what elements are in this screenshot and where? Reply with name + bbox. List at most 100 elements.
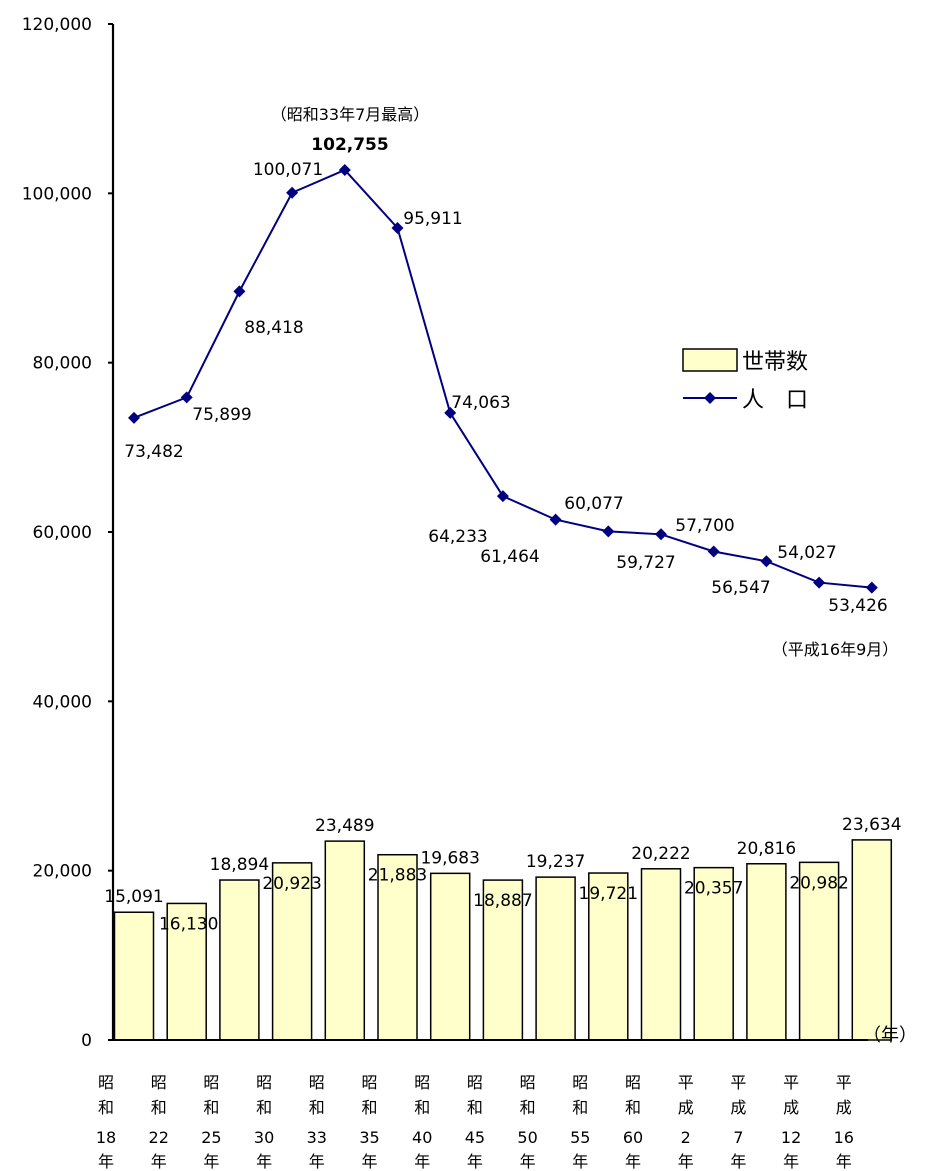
population-point: [707, 545, 720, 558]
x-category-era-2: 和: [98, 1098, 114, 1117]
population-point-label: 73,482: [124, 442, 183, 462]
x-category-era-1: 昭: [203, 1073, 219, 1092]
x-category-number: 7: [733, 1128, 743, 1147]
population-point-label: 88,418: [244, 318, 303, 338]
x-category-era-1: 平: [783, 1073, 799, 1092]
peak-note: （昭和33年7月最高）: [271, 105, 430, 124]
x-category-suffix: 年: [256, 1152, 272, 1171]
household-bar: [640, 868, 682, 1041]
x-category-era-1: 昭: [151, 1073, 167, 1092]
population-point-label: 102,755: [311, 135, 388, 155]
household-bar-label: 20,222: [631, 844, 690, 864]
x-category-era-2: 和: [467, 1098, 483, 1117]
x-category-number: 60: [623, 1128, 643, 1147]
x-category-era-1: 昭: [309, 1073, 325, 1092]
household-bar-label: 20,923: [262, 874, 321, 894]
population-point-label: 53,426: [828, 596, 887, 616]
population-point: [444, 406, 457, 419]
x-category-era-1: 昭: [361, 1073, 377, 1092]
household-bar-label: 23,489: [315, 816, 374, 836]
population-point: [760, 555, 773, 568]
population-line: 73,482 75,899 88,418 100,071 102,755 95,911 74…: [124, 135, 887, 616]
x-category-number: 30: [254, 1128, 274, 1147]
household-bar-label: 21,883: [368, 866, 427, 886]
x-category-era-1: 昭: [625, 1073, 641, 1092]
x-category-number: 35: [359, 1128, 379, 1147]
population-point-label: 57,700: [675, 516, 734, 536]
x-category-era-2: 和: [414, 1098, 430, 1117]
y-tick-label: 40,000: [33, 692, 92, 712]
household-bar: [324, 840, 366, 1041]
population-point-label: 100,071: [253, 160, 323, 180]
y-tick-label: 0: [81, 1031, 92, 1051]
x-category-suffix: 年: [625, 1152, 641, 1171]
x-category-number: 18: [96, 1128, 116, 1147]
annotations: （昭和33年7月最高） （平成16年9月）: [271, 105, 899, 659]
x-category-number: 33: [307, 1128, 327, 1147]
population-point: [549, 513, 562, 526]
population-point: [496, 490, 509, 503]
y-tick-label: 20,000: [33, 862, 92, 882]
x-category-suffix: 年: [414, 1152, 430, 1171]
population-point: [338, 164, 351, 177]
x-category-era-1: 昭: [98, 1073, 114, 1092]
household-bar: [851, 839, 893, 1041]
population-point: [655, 528, 667, 541]
x-category-era-1: 昭: [467, 1073, 483, 1092]
population-series-line: [133, 168, 872, 589]
x-category-era-2: 和: [572, 1098, 588, 1117]
x-category-number: 22: [149, 1128, 169, 1147]
household-bar: [377, 853, 418, 1041]
x-category-era-1: 昭: [520, 1073, 536, 1092]
x-category-number: 40: [412, 1128, 432, 1147]
y-tick-label: 80,000: [33, 354, 92, 374]
population-point: [391, 221, 404, 234]
y-axis: 0 20,000 40,000 60,000 80,000 100,000 120,000: [22, 15, 115, 1051]
population-point: [865, 581, 878, 594]
x-category-suffix: 年: [467, 1152, 483, 1171]
population-point-label: 54,027: [777, 543, 836, 563]
x-category-era-2: 成: [836, 1098, 852, 1117]
household-bar-label: 19,683: [420, 848, 479, 868]
x-category-suffix: 年: [98, 1152, 114, 1171]
x-category-era-2: 和: [256, 1098, 272, 1117]
x-category-suffix: 年: [203, 1152, 219, 1171]
x-category-era-1: 平: [836, 1073, 852, 1092]
x-category-number: 16: [834, 1128, 854, 1147]
x-category-era-1: 平: [730, 1073, 746, 1092]
household-bar: [113, 911, 155, 1041]
y-tick-label: 100,000: [22, 184, 92, 204]
x-category-suffix: 年: [309, 1152, 325, 1171]
x-category-number: 12: [781, 1128, 801, 1147]
y-tick-label: 120,000: [22, 15, 92, 35]
household-bar: [746, 863, 787, 1041]
population-point: [602, 525, 615, 538]
population-point: [233, 285, 246, 298]
x-category-number: 2: [681, 1128, 691, 1147]
x-category-era-2: 和: [151, 1098, 167, 1117]
household-bar: [219, 879, 260, 1041]
x-category-era-1: 昭: [256, 1073, 272, 1092]
population-point: [286, 186, 299, 199]
x-category-suffix: 年: [678, 1152, 694, 1171]
household-bar-label: 18,894: [210, 855, 269, 875]
population-point-label: 64,233: [428, 527, 487, 547]
x-category-era-1: 昭: [414, 1073, 430, 1092]
household-bar: [166, 902, 207, 1041]
legend-population-marker: [704, 392, 716, 404]
x-category-era-2: 成: [730, 1098, 746, 1117]
population-point-label: 56,547: [711, 578, 770, 598]
population-point: [128, 411, 140, 424]
x-category-era-2: 和: [625, 1098, 641, 1117]
household-bar: [588, 872, 629, 1041]
legend-household-swatch: [682, 348, 738, 372]
household-bar: [429, 872, 471, 1041]
household-bar-label: 19,237: [526, 852, 585, 872]
x-category-suffix: 年: [361, 1152, 377, 1171]
x-category-suffix: 年: [572, 1152, 588, 1171]
household-bar-label: 20,816: [737, 839, 796, 859]
x-category-number: 50: [517, 1128, 537, 1147]
household-bar-label: 18,887: [473, 891, 532, 911]
